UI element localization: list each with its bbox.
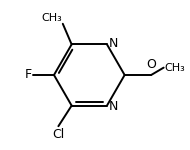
Text: CH₃: CH₃	[164, 63, 185, 73]
Text: CH₃: CH₃	[41, 13, 62, 23]
Text: N: N	[109, 100, 119, 113]
Text: Cl: Cl	[52, 128, 65, 141]
Text: O: O	[146, 58, 156, 71]
Text: N: N	[109, 37, 119, 50]
Text: F: F	[25, 69, 32, 81]
